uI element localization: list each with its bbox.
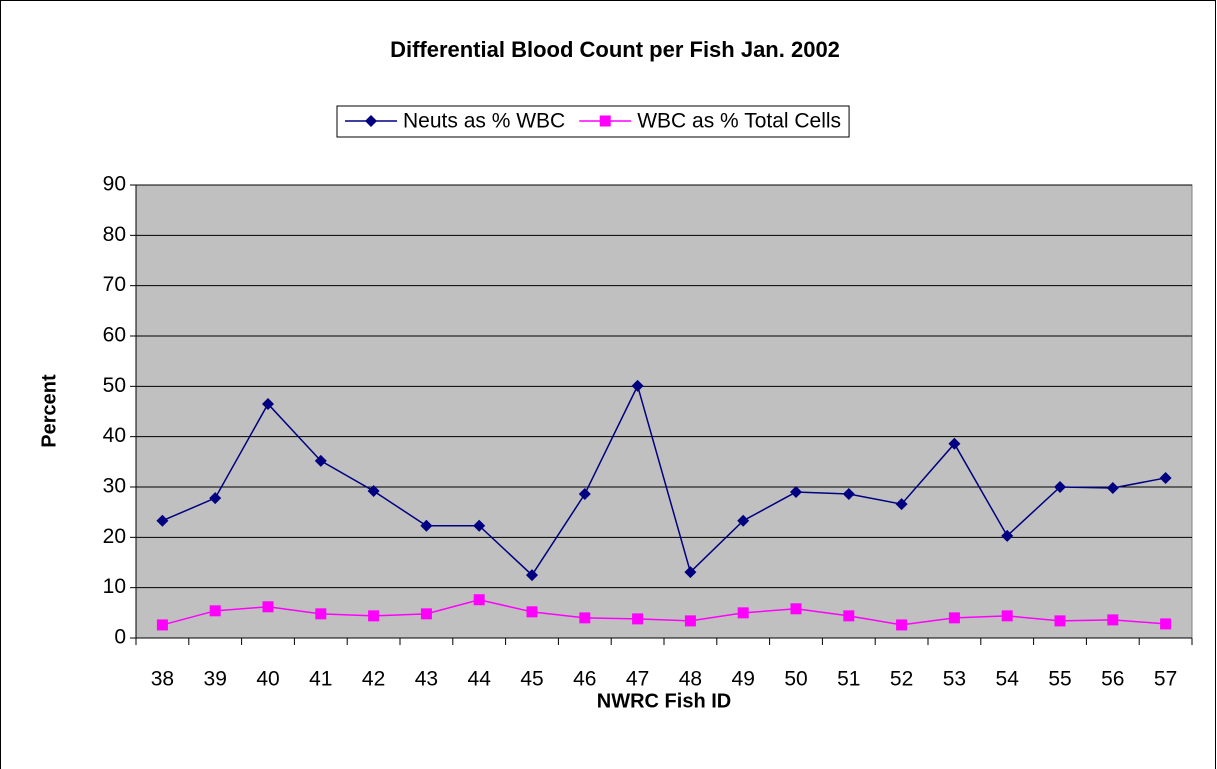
chart-title: Differential Blood Count per Fish Jan. 2… — [390, 37, 840, 62]
series-line — [162, 383, 1166, 577]
x-tick-label: 38 — [151, 668, 174, 691]
x-tick-label: 40 — [256, 668, 279, 691]
legend-label: WBC as % Total Cells — [637, 110, 841, 133]
marker — [420, 519, 433, 532]
x-tick-label: 45 — [520, 668, 543, 691]
marker — [684, 566, 697, 579]
y-tick-label: 70 — [103, 273, 126, 296]
marker — [367, 485, 380, 498]
marker — [368, 610, 380, 622]
legend-label: Neuts as % WBC — [403, 110, 565, 133]
x-tick-label: 48 — [679, 668, 702, 691]
x-tick-label: 47 — [626, 668, 649, 691]
marker — [473, 519, 486, 532]
marker — [948, 437, 961, 450]
x-axis-label: NWRC Fish ID — [597, 690, 731, 712]
legend: Neuts as % WBC WBC as % Total Cells — [336, 105, 850, 138]
marker — [578, 488, 591, 501]
marker — [526, 569, 538, 582]
marker — [599, 115, 611, 127]
marker — [790, 486, 802, 499]
marker — [632, 613, 644, 625]
marker — [1001, 529, 1014, 542]
y-tick-label: 50 — [103, 374, 126, 397]
x-tick-label: 49 — [732, 668, 755, 691]
marker — [314, 454, 327, 467]
marker — [1107, 614, 1119, 626]
marker — [262, 601, 274, 613]
marker — [1001, 610, 1013, 622]
marker — [209, 605, 221, 617]
marker — [631, 379, 644, 392]
marker — [473, 594, 485, 606]
series — [156, 379, 1172, 582]
x-tick-label: 53 — [943, 668, 966, 691]
marker — [1160, 618, 1172, 630]
marker — [843, 610, 855, 622]
marker — [895, 498, 908, 511]
marker — [526, 606, 538, 618]
x-tick-label: 41 — [309, 668, 332, 691]
y-tick-label: 30 — [103, 475, 126, 498]
marker — [156, 514, 169, 527]
y-tick-label: 60 — [103, 324, 126, 347]
plot-area — [135, 184, 1193, 639]
x-tick-label: 46 — [573, 668, 596, 691]
y-tick-label: 80 — [103, 223, 126, 246]
marker — [315, 608, 327, 620]
x-tick-label: 54 — [996, 668, 1020, 691]
marker — [365, 115, 377, 127]
marker — [896, 619, 908, 631]
marker — [1054, 615, 1066, 627]
marker — [209, 492, 222, 505]
marker — [420, 608, 432, 620]
y-tick-label: 40 — [103, 424, 126, 447]
x-tick-label: 52 — [890, 668, 913, 691]
marker — [737, 514, 750, 527]
x-tick-label: 39 — [204, 668, 227, 691]
y-tick-label: 90 — [103, 173, 126, 196]
marker — [842, 488, 855, 501]
marker — [948, 612, 960, 624]
marker — [737, 607, 749, 619]
y-tick-label: 0 — [114, 626, 126, 649]
y-tick-label: 20 — [103, 525, 126, 548]
x-tick-label: 44 — [468, 668, 492, 691]
x-tick-label: 50 — [784, 668, 807, 691]
series — [156, 594, 1172, 631]
marker — [262, 397, 274, 410]
series-line — [162, 598, 1166, 626]
marker — [790, 603, 802, 615]
marker — [1106, 482, 1119, 495]
x-tick-label: 57 — [1154, 668, 1177, 691]
x-tick-label: 42 — [362, 668, 385, 691]
marker — [1054, 481, 1066, 493]
y-axis-label: Percent — [38, 374, 60, 448]
marker — [1159, 471, 1172, 484]
marker — [579, 612, 591, 624]
marker — [156, 619, 168, 631]
marker — [684, 615, 696, 627]
x-tick-label: 43 — [415, 668, 438, 691]
x-tick-label: 56 — [1101, 668, 1124, 691]
x-tick-label: 51 — [837, 668, 860, 691]
y-tick-label: 10 — [103, 575, 126, 598]
x-tick-label: 55 — [1048, 668, 1071, 691]
